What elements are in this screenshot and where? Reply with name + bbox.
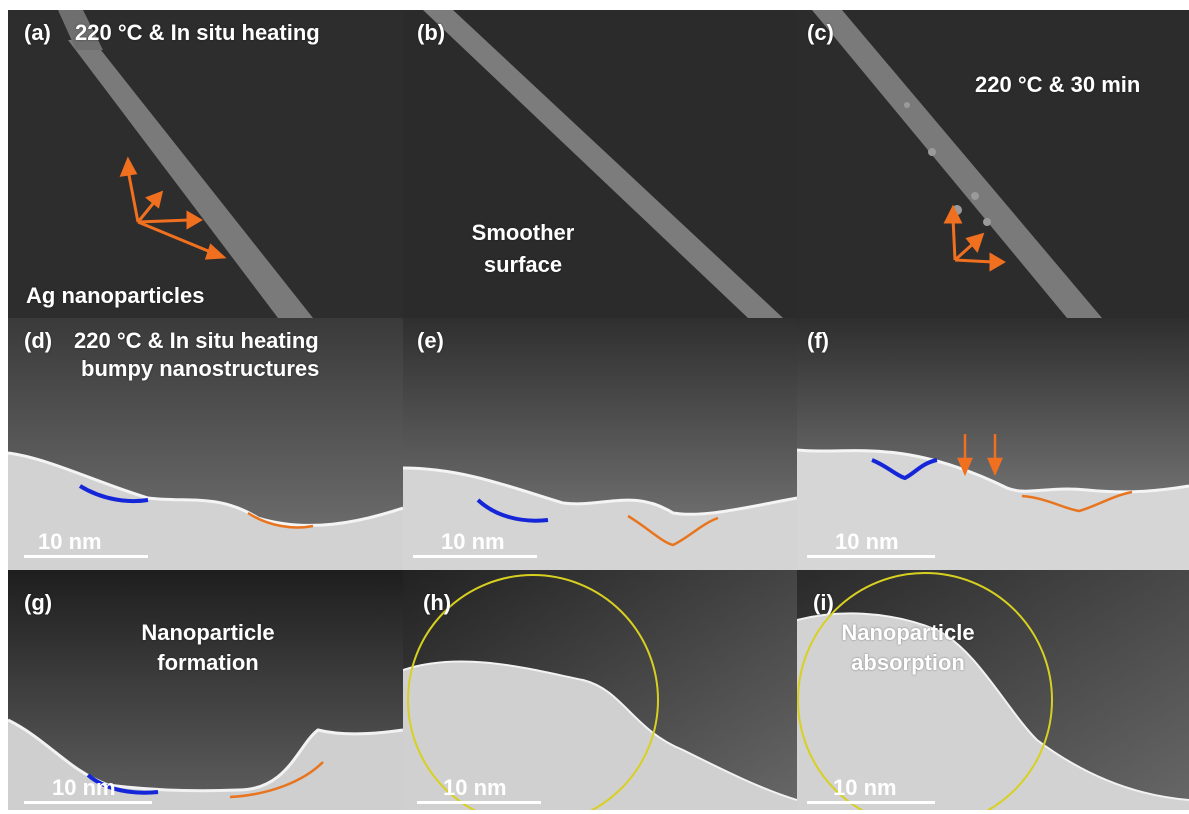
panel-label: (c): [807, 20, 834, 45]
circle-highlight: [797, 572, 1053, 810]
panel-e-image: [403, 318, 797, 570]
panel-label: (d): [24, 328, 53, 353]
panel-a-image: [8, 10, 403, 318]
arrow-icon: [943, 204, 1006, 272]
panel-a: (a) 220 °C & In situ heating Ag nanopart…: [8, 10, 403, 318]
orange-curve: [229, 761, 324, 799]
scale-bar-label: 10 nm: [441, 529, 505, 554]
panel-caption: Nanoparticle: [841, 620, 975, 645]
blue-curve: [476, 498, 549, 523]
panel-caption: 220 °C & In situ heating: [75, 20, 320, 45]
arrow-icon: [119, 156, 227, 260]
panel-c-image: [797, 10, 1189, 318]
arrow-icon: [957, 434, 1003, 477]
panel-i: (i) Nanoparticle absorption 10 nm: [797, 570, 1189, 810]
blue-curve: [871, 458, 938, 481]
panel-caption: formation: [157, 650, 259, 675]
panel-note: Smoother: [471, 220, 575, 245]
panel-label: (a): [24, 20, 51, 45]
panel-caption: bumpy nanostructures: [81, 356, 320, 381]
panel-caption: absorption: [851, 650, 965, 675]
panel-d: (d) 220 °C & In situ heating bumpy nanos…: [8, 318, 403, 570]
panel-f-image: [797, 318, 1189, 570]
panel-note: surface: [483, 252, 563, 277]
blue-curve: [78, 484, 149, 504]
panel-g-image: [8, 570, 403, 810]
panel-note: Ag nanoparticles: [26, 283, 205, 308]
orange-curve: [1021, 490, 1133, 513]
panel-label: (i): [813, 590, 834, 615]
panel-h-image: [403, 570, 797, 810]
scale-bar-label: 10 nm: [833, 775, 897, 800]
panel-g: (g) Nanoparticle formation 10 nm: [8, 570, 403, 810]
scale-bar-label: 10 nm: [52, 775, 116, 800]
panel-label: (f): [807, 328, 829, 353]
scale-bar-label: 10 nm: [38, 529, 102, 554]
panel-caption: 220 °C & In situ heating: [74, 328, 319, 353]
orange-curve: [247, 511, 314, 529]
scale-bar-label: 10 nm: [443, 775, 507, 800]
blue-curve: [86, 773, 159, 795]
panel-e: (e) 10 nm: [403, 318, 797, 570]
panel-label: (b): [417, 20, 446, 45]
panel-b-image: [403, 10, 797, 318]
panel-caption: Nanoparticle: [141, 620, 275, 645]
panel-d-image: [8, 318, 403, 570]
scale-bar-label: 10 nm: [835, 529, 899, 554]
circle-highlight: [407, 574, 659, 810]
panel-i-image: [797, 570, 1189, 810]
panel-label: (e): [417, 328, 444, 353]
panel-caption: 220 °C & 30 min: [975, 72, 1141, 97]
orange-curve: [627, 514, 719, 547]
panel-c: (c) 220 °C & 30 min: [797, 10, 1189, 318]
panel-label: (g): [24, 590, 53, 615]
panel-label: (h): [423, 590, 452, 615]
panel-b: (b) Smoother surface: [403, 10, 797, 318]
panel-f: (f) 10 nm: [797, 318, 1189, 570]
panel-h: (h) 10 nm: [403, 570, 797, 810]
